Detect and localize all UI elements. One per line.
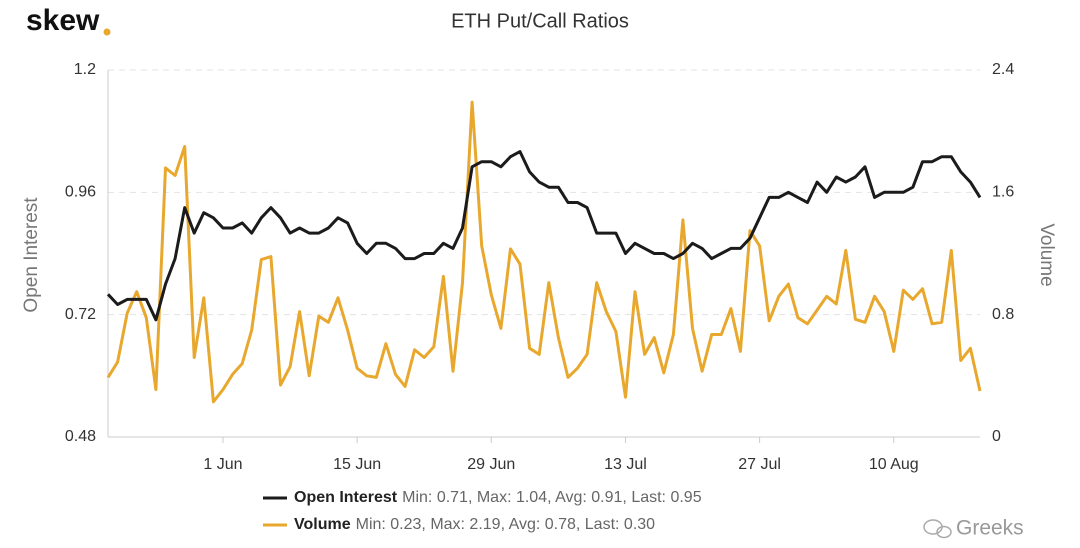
legend-entry: Volume Min: 0.23, Max: 2.19, Avg: 0.78, L… — [294, 516, 655, 533]
legend-summary: Min: 0.23, Max: 2.19, Avg: 0.78, Last: 0… — [356, 516, 656, 533]
x-tick-label: 10 Aug — [869, 456, 919, 473]
y2-tick-label: 1.6 — [992, 184, 1014, 201]
x-tick-label: 15 Jun — [333, 456, 381, 473]
x-tick-label: 27 Jul — [738, 456, 781, 473]
y-axis-label: Open Interest — [21, 197, 42, 313]
y-tick-label: 1.2 — [74, 61, 96, 78]
y2-axis-label: Volume — [1036, 223, 1057, 286]
series-line — [106, 150, 982, 322]
watermark-icon — [923, 519, 943, 535]
logo-dot — [103, 28, 111, 36]
watermark-icon — [936, 525, 952, 539]
legend-name: Open Interest — [294, 489, 398, 506]
watermark: Greeks — [923, 517, 1024, 540]
chart-title: ETH Put/Call Ratios — [451, 10, 629, 32]
x-tick-label: 1 Jun — [203, 456, 242, 473]
y-tick-label: 0.72 — [65, 306, 96, 323]
legend-summary: Min: 0.71, Max: 1.04, Avg: 0.91, Last: 0… — [402, 489, 702, 506]
x-tick-label: 13 Jul — [604, 456, 647, 473]
x-tick-label: 29 Jun — [467, 456, 515, 473]
y2-tick-label: 2.4 — [992, 61, 1014, 78]
y2-tick-label: 0 — [992, 428, 1001, 445]
legend-entry: Open Interest Min: 0.71, Max: 1.04, Avg: … — [294, 489, 702, 506]
y-tick-label: 0.48 — [65, 428, 96, 445]
watermark-text: Greeks — [956, 517, 1024, 540]
legend-name: Volume — [294, 516, 351, 533]
logo: skew — [26, 4, 100, 37]
series-line — [106, 100, 982, 404]
y2-tick-label: 0.8 — [992, 306, 1014, 323]
y-tick-label: 0.96 — [65, 184, 96, 201]
